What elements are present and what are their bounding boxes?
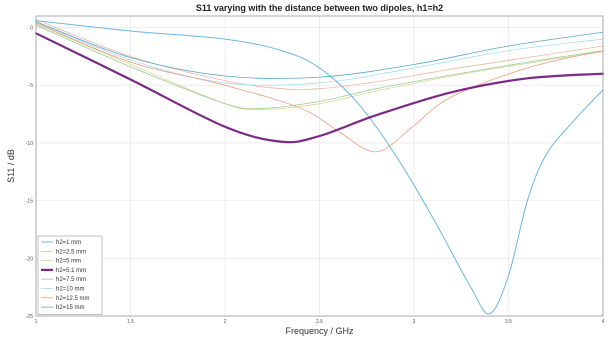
legend: h2=1 mm h2=2.5 mm h2=5 mm h2=5.1 mm h2=7.5 m… [37,235,103,315]
series-line [35,20,604,315]
y-tick-label: 0 [30,26,33,32]
legend-entry: h2=5.1 mm [56,268,86,274]
x-tick-label: 3.5 [505,319,512,325]
y-tick-label: -10 [26,141,33,147]
y-axis-label: S11 / dB [6,149,16,183]
y-tick-label: -20 [26,256,33,262]
series-line [35,21,604,86]
legend-entry: h2=10 mm [56,287,85,293]
x-tick-label: 4 [602,319,605,325]
x-axis-label: Frequency / GHz [285,326,354,336]
legend-entry: h2=1 mm [56,240,81,246]
plot-frame [35,15,604,317]
legend-entry: h2=12.5 mm [56,296,90,302]
legend-entry: h2=15 mm [56,305,85,311]
legend-entry: h2=7.5 mm [56,277,86,283]
x-tick-label: 2 [224,319,227,325]
x-tick-label: 2.5 [316,319,323,325]
y-tick-label: -25 [26,314,33,320]
y-tick-label: -5 [29,83,34,89]
x-tick-label: 3 [413,319,416,325]
x-tick-label: 1.5 [127,319,134,325]
series-lines [34,19,605,315]
x-tick-label: 1 [35,319,38,325]
legend-box [37,235,103,315]
chart-title: S11 varying with the distance between tw… [196,3,443,13]
tick-labels: 1 1.5 2 2.5 3 3.5 4 0 -5 -10 -15 -20 -25 [26,26,605,325]
legend-entry: h2=2.5 mm [56,249,86,255]
legend-entry: h2=5 mm [56,259,81,265]
series-line [35,23,604,111]
y-tick-label: -15 [26,199,33,205]
series-line [35,24,604,110]
series-line [34,32,605,144]
series-line [35,21,604,79]
series-line [35,19,604,91]
